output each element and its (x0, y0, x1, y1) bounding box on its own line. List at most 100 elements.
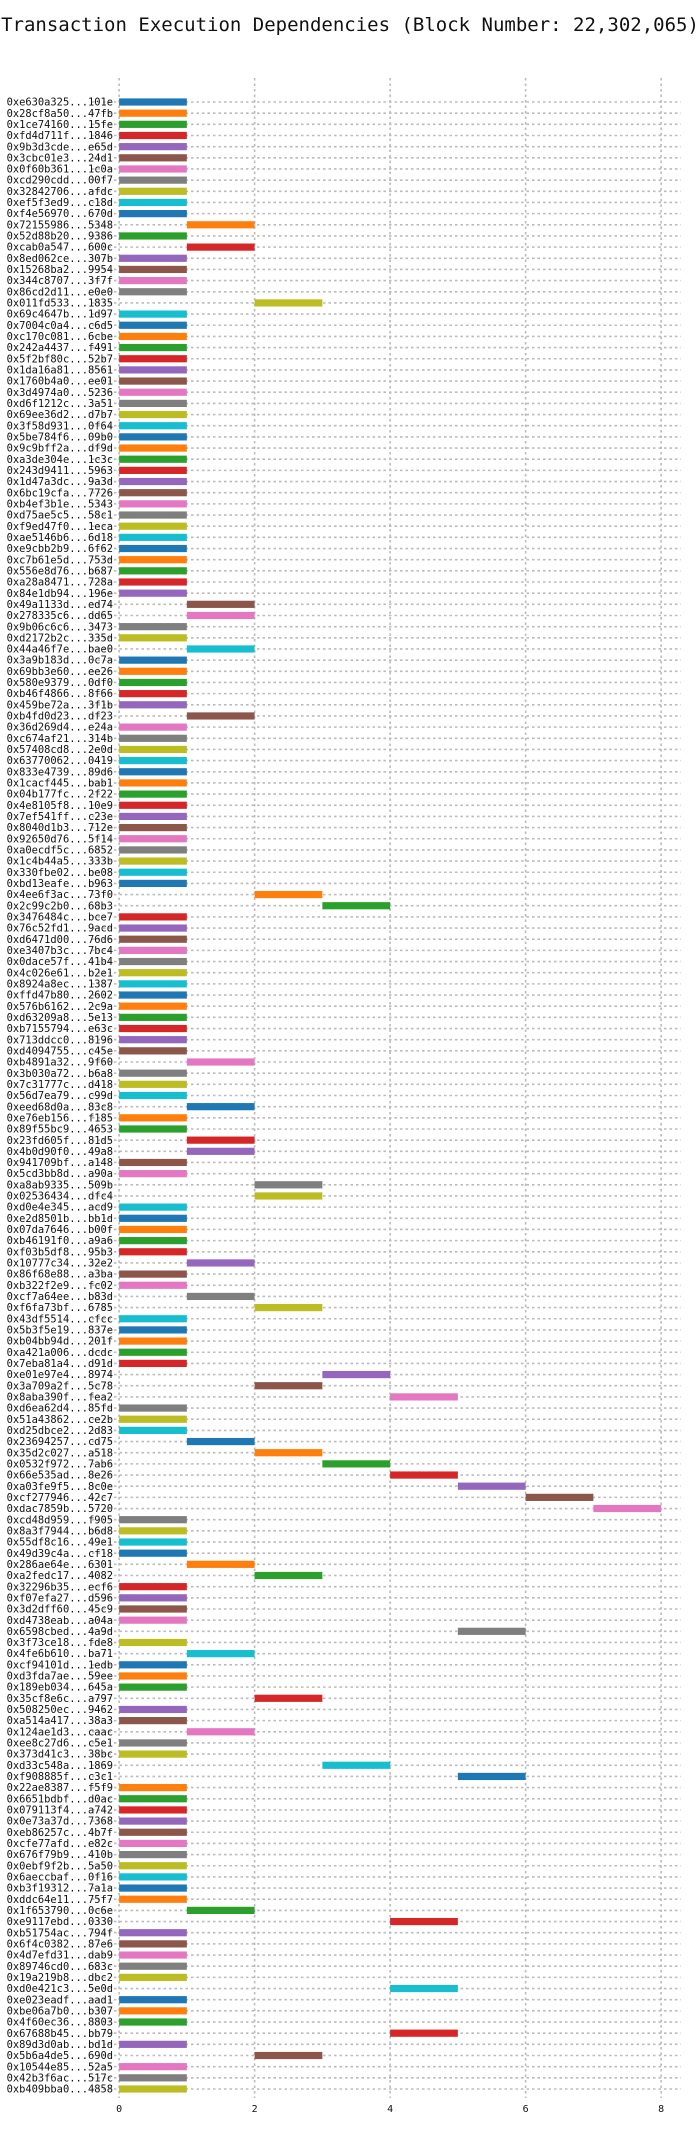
transaction-label: 0x0532f972...7ab6 (7, 1458, 113, 1470)
transaction-label: 0xd25dbce2...2d83 (7, 1425, 113, 1437)
x-tick-label: 0 (116, 2104, 122, 2115)
transaction-label: 0xe2d8501b...bb1d (7, 1213, 113, 1225)
transaction-label: 0x69bb3e60...ee26 (7, 666, 113, 678)
transaction-bar (119, 187, 187, 195)
transaction-bar (119, 1426, 187, 1434)
transaction-bar (254, 1192, 323, 1200)
transaction-bar (186, 1259, 255, 1267)
transaction-bar (119, 1862, 187, 1870)
transaction-label: 0xe023eadf...aad1 (7, 1994, 113, 2006)
transaction-bar (390, 1917, 458, 1926)
transaction-bar (119, 1237, 187, 1245)
transaction-bar (119, 623, 187, 631)
transaction-label: 0xd75ae5c5...58c1 (7, 510, 113, 522)
transaction-label: 0x9b06c6c6...3473 (7, 621, 113, 633)
transaction-bar (119, 868, 187, 876)
transaction-bar (119, 969, 187, 977)
transaction-label: 0x011fd533...1835 (7, 298, 113, 310)
transaction-label: 0x9b3d3cde...e65d (7, 141, 113, 153)
transaction-bar (119, 1705, 187, 1714)
transaction-bar (119, 1214, 187, 1222)
transaction-label: 0x189eb034...645a (7, 1682, 113, 1694)
transaction-label: 0x278335c6...dd65 (7, 610, 113, 622)
transaction-label: 0xd0e421c3...5e0d (7, 1983, 113, 1995)
transaction-label: 0x8a3f7944...b6d8 (7, 1525, 113, 1537)
transaction-label: 0x4e8105f8...10e9 (7, 800, 113, 812)
transaction-bar (254, 1571, 323, 1580)
transaction-bar (119, 991, 187, 999)
transaction-bar (119, 801, 187, 809)
transaction-bar (322, 902, 391, 910)
transaction-bar (119, 1583, 187, 1591)
transaction-bar (186, 1906, 255, 1914)
transaction-bar (119, 1002, 187, 1010)
transaction-label: 0xa28a8471...728a (7, 577, 113, 589)
transaction-label: 0x3b030a72...b6a8 (7, 1068, 113, 1080)
transaction-bar (390, 1471, 458, 1479)
transaction-label: 0x5cd3bb8d...a90a (7, 1168, 113, 1180)
transaction-label: 0xd0e4e345...acd9 (7, 1202, 113, 1214)
transaction-bar (119, 589, 187, 597)
transaction-label: 0xb409bba0...4858 (7, 2084, 113, 2096)
transaction-bar (119, 1739, 187, 1747)
transaction-label: 0x0e73a37d...7368 (7, 1816, 113, 1828)
transaction-bar (119, 232, 187, 240)
transaction-bar (119, 1839, 187, 1848)
transaction-bar (119, 935, 187, 943)
transaction-bar (119, 131, 187, 140)
chart-title: Transaction Execution Dependencies (Bloc… (1, 14, 699, 36)
transaction-bar (119, 1605, 187, 1613)
transaction-bar (119, 1795, 187, 1803)
transaction-bar (119, 377, 187, 385)
transaction-bar (119, 544, 187, 553)
transaction-bar (119, 1806, 187, 1814)
transaction-bar (119, 1895, 187, 1903)
transaction-bar (119, 1828, 187, 1836)
bar-layer (119, 98, 662, 2093)
transaction-bar (322, 1460, 391, 1468)
transaction-label: 0x4c026e61...b2e1 (7, 967, 113, 979)
transaction-label: 0x10777c34...32e2 (7, 1258, 113, 1270)
transaction-label: 0x6598cbed...4a9d (7, 1626, 113, 1638)
transaction-bar (119, 2040, 187, 2048)
transaction-label: 0x5b6a4de5...690d (7, 2050, 113, 2062)
transaction-label: 0x3f73ce18...fde8 (7, 1637, 113, 1649)
transaction-bar (119, 1114, 187, 1122)
transaction-bar (119, 399, 187, 407)
transaction-bar (119, 98, 187, 106)
transaction-bar (119, 388, 187, 396)
x-tick-label: 6 (523, 2104, 529, 2115)
transaction-bar (119, 1672, 187, 1680)
transaction-label: 0xf03b5df8...95b3 (7, 1246, 113, 1258)
transaction-bar (186, 1560, 255, 1568)
transaction-label: 0x7eba81a4...d91d (7, 1358, 113, 1370)
transaction-bar (119, 1929, 187, 1937)
transaction-bar (119, 1047, 187, 1055)
transaction-bar (119, 422, 187, 430)
transaction-bar (119, 745, 187, 754)
transaction-label: 0x286ae64e...6301 (7, 1559, 113, 1571)
transaction-label: 0x63770062...0419 (7, 755, 113, 767)
transaction-label: 0x344c8707...3f7f (7, 275, 113, 287)
transaction-label: 0x0f60b361...1c0a (7, 164, 113, 176)
transaction-label: 0x57408cd8...2e0d (7, 744, 113, 756)
transaction-bar (119, 578, 187, 586)
transaction-label: 0x3a9b183d...0c7a (7, 655, 113, 667)
transaction-bar (457, 1482, 526, 1490)
transaction-bar (186, 1058, 255, 1066)
transaction-bar (119, 1348, 187, 1356)
transaction-label: 0x52d88b20...9386 (7, 231, 113, 243)
transaction-label: 0x07da7646...b00f (7, 1224, 113, 1236)
transaction-label: 0x1f653790...0c6e (7, 1905, 113, 1917)
transaction-bar (119, 1661, 187, 1669)
transaction-label: 0xffd47b80...2602 (7, 990, 113, 1002)
transaction-bar (119, 567, 187, 575)
transaction-label: 0x5f2bf80c...52b7 (7, 353, 113, 365)
transaction-label: 0xcab0a547...600c (7, 242, 113, 254)
transaction-bar (119, 1091, 187, 1100)
transaction-label: 0xf07efa27...d596 (7, 1592, 113, 1604)
transaction-label: 0xa421a006...dcdc (7, 1347, 113, 1359)
transaction-label: 0xe630a325...101e (7, 97, 113, 109)
transaction-bar (390, 1393, 458, 1401)
transaction-label: 0xcf277946...42c7 (7, 1492, 113, 1504)
